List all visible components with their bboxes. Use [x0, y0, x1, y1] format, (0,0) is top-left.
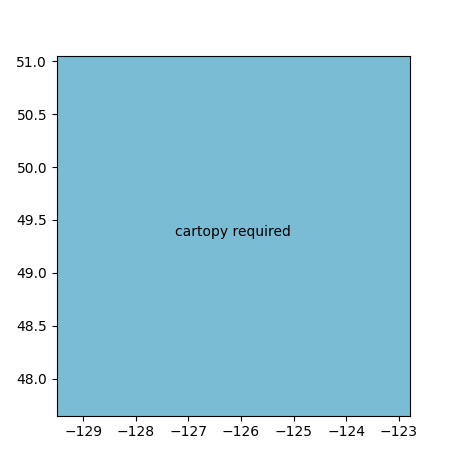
Text: cartopy required: cartopy required — [175, 225, 291, 239]
